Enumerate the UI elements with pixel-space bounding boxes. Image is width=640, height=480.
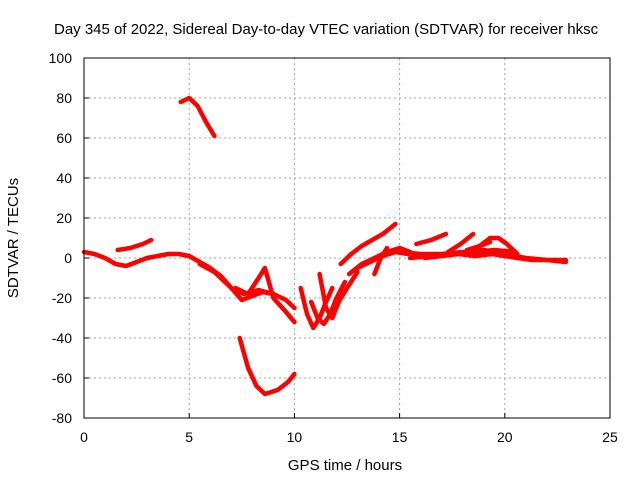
series-layer — [81, 95, 569, 397]
series-low-arc — [237, 335, 297, 397]
x-tick-label: 15 — [392, 429, 408, 445]
y-tick-label: 20 — [56, 210, 72, 226]
x-tick-label: 10 — [287, 429, 303, 445]
tick-labels: 0 5 10 15 20 25 -80 -60 -40 -20 0 20 40 60 80 100 — [49, 50, 618, 445]
series-spur — [372, 245, 390, 277]
series-bump-b — [445, 231, 476, 255]
x-tick-label: 25 — [602, 429, 618, 445]
chart-title: Day 345 of 2022, Sidereal Day-to-day VTE… — [54, 21, 599, 38]
x-tick-label: 20 — [497, 429, 513, 445]
series-recovery-a — [338, 221, 398, 267]
grid — [84, 58, 610, 418]
y-tick-label: 40 — [56, 170, 72, 186]
y-tick-label: -20 — [52, 290, 72, 306]
series-main-trend — [81, 249, 276, 303]
y-tick-label: 100 — [49, 50, 73, 66]
series-bump-a — [414, 231, 449, 247]
y-tick-label: -80 — [52, 410, 72, 426]
series-bump-c — [477, 235, 520, 257]
x-tick-label: 5 — [185, 429, 193, 445]
y-tick-label: -40 — [52, 330, 72, 346]
y-tick-label: -60 — [52, 370, 72, 386]
series-high-arc — [178, 95, 217, 139]
series-spike-branch — [233, 265, 297, 325]
series-dip-b — [308, 279, 348, 327]
x-axis-label: GPS time / hours — [288, 457, 402, 474]
series-dip-c — [317, 269, 360, 321]
series-dip-a — [298, 285, 335, 331]
y-tick-label: 0 — [64, 250, 72, 266]
x-tick-label: 0 — [80, 429, 88, 445]
plot-frame — [83, 57, 611, 419]
series-early-arc — [115, 237, 154, 253]
y-axis-label: SDTVAR / TECUs — [5, 178, 22, 298]
y-tick-label: 80 — [56, 90, 72, 106]
y-tick-label: 60 — [56, 130, 72, 146]
series-plateau-c — [422, 251, 569, 265]
series-bump-d — [464, 239, 493, 253]
